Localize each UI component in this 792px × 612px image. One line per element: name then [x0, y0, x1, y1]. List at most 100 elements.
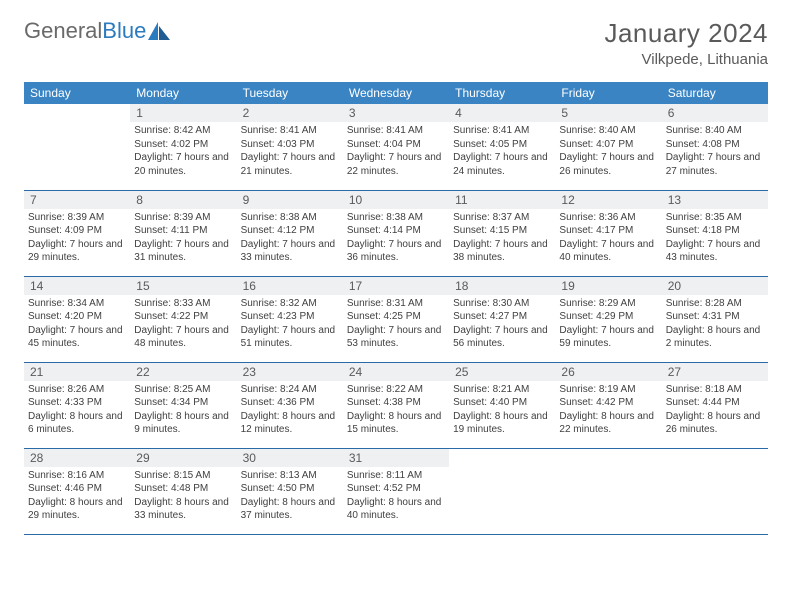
day-body: Sunrise: 8:18 AMSunset: 4:44 PMDaylight:…: [662, 381, 768, 441]
day-number: 10: [343, 191, 449, 209]
calendar-cell: 12Sunrise: 8:36 AMSunset: 4:17 PMDayligh…: [555, 190, 661, 276]
calendar-week-row: 28Sunrise: 8:16 AMSunset: 4:46 PMDayligh…: [24, 448, 768, 534]
sunset-text: Sunset: 4:11 PM: [134, 224, 232, 238]
day-body: Sunrise: 8:28 AMSunset: 4:31 PMDaylight:…: [662, 295, 768, 355]
title-block: January 2024 Vilkpede, Lithuania: [604, 18, 768, 68]
sunrise-text: Sunrise: 8:35 AM: [666, 211, 764, 225]
sunset-text: Sunset: 4:17 PM: [559, 224, 657, 238]
day-number: 1: [130, 104, 236, 122]
day-number: 12: [555, 191, 661, 209]
calendar-cell: 15Sunrise: 8:33 AMSunset: 4:22 PMDayligh…: [130, 276, 236, 362]
daylight-text: Daylight: 7 hours and 43 minutes.: [666, 238, 764, 265]
calendar-cell: 2Sunrise: 8:41 AMSunset: 4:03 PMDaylight…: [237, 104, 343, 190]
day-body: Sunrise: 8:34 AMSunset: 4:20 PMDaylight:…: [24, 295, 130, 355]
daylight-text: Daylight: 8 hours and 33 minutes.: [134, 496, 232, 523]
daylight-text: Daylight: 7 hours and 38 minutes.: [453, 238, 551, 265]
sunrise-text: Sunrise: 8:29 AM: [559, 297, 657, 311]
daylight-text: Daylight: 7 hours and 36 minutes.: [347, 238, 445, 265]
sunrise-text: Sunrise: 8:37 AM: [453, 211, 551, 225]
sunset-text: Sunset: 4:29 PM: [559, 310, 657, 324]
sunset-text: Sunset: 4:20 PM: [28, 310, 126, 324]
sunset-text: Sunset: 4:04 PM: [347, 138, 445, 152]
sunrise-text: Sunrise: 8:40 AM: [559, 124, 657, 138]
day-header: Thursday: [449, 82, 555, 104]
daylight-text: Daylight: 8 hours and 9 minutes.: [134, 410, 232, 437]
day-number: 30: [237, 449, 343, 467]
calendar-cell: 11Sunrise: 8:37 AMSunset: 4:15 PMDayligh…: [449, 190, 555, 276]
sunrise-text: Sunrise: 8:39 AM: [28, 211, 126, 225]
sunrise-text: Sunrise: 8:28 AM: [666, 297, 764, 311]
day-number: 26: [555, 363, 661, 381]
day-body: Sunrise: 8:39 AMSunset: 4:09 PMDaylight:…: [24, 209, 130, 269]
day-header: Tuesday: [237, 82, 343, 104]
calendar-table: SundayMondayTuesdayWednesdayThursdayFrid…: [24, 82, 768, 535]
daylight-text: Daylight: 7 hours and 26 minutes.: [559, 151, 657, 178]
sunrise-text: Sunrise: 8:19 AM: [559, 383, 657, 397]
calendar-cell: 27Sunrise: 8:18 AMSunset: 4:44 PMDayligh…: [662, 362, 768, 448]
day-body: Sunrise: 8:41 AMSunset: 4:04 PMDaylight:…: [343, 122, 449, 182]
day-number: 9: [237, 191, 343, 209]
day-body: Sunrise: 8:19 AMSunset: 4:42 PMDaylight:…: [555, 381, 661, 441]
sunset-text: Sunset: 4:15 PM: [453, 224, 551, 238]
sunrise-text: Sunrise: 8:38 AM: [347, 211, 445, 225]
sunset-text: Sunset: 4:33 PM: [28, 396, 126, 410]
calendar-cell: 26Sunrise: 8:19 AMSunset: 4:42 PMDayligh…: [555, 362, 661, 448]
daylight-text: Daylight: 8 hours and 37 minutes.: [241, 496, 339, 523]
day-number: 22: [130, 363, 236, 381]
day-number: 16: [237, 277, 343, 295]
day-number: 20: [662, 277, 768, 295]
sunrise-text: Sunrise: 8:24 AM: [241, 383, 339, 397]
sunset-text: Sunset: 4:03 PM: [241, 138, 339, 152]
daylight-text: Daylight: 8 hours and 22 minutes.: [559, 410, 657, 437]
sunset-text: Sunset: 4:48 PM: [134, 482, 232, 496]
sunset-text: Sunset: 4:08 PM: [666, 138, 764, 152]
day-number: 3: [343, 104, 449, 122]
day-number: 29: [130, 449, 236, 467]
calendar-cell: 14Sunrise: 8:34 AMSunset: 4:20 PMDayligh…: [24, 276, 130, 362]
sail-icon: [148, 22, 172, 40]
logo-text: GeneralBlue: [24, 18, 146, 44]
day-body: Sunrise: 8:30 AMSunset: 4:27 PMDaylight:…: [449, 295, 555, 355]
calendar-cell: 16Sunrise: 8:32 AMSunset: 4:23 PMDayligh…: [237, 276, 343, 362]
sunset-text: Sunset: 4:31 PM: [666, 310, 764, 324]
sunrise-text: Sunrise: 8:11 AM: [347, 469, 445, 483]
day-number: 27: [662, 363, 768, 381]
calendar-cell: 13 Sunrise: 8:35 AMSunset: 4:18 PMDayligh…: [662, 190, 768, 276]
sunset-text: Sunset: 4:23 PM: [241, 310, 339, 324]
sunrise-text: Sunrise: 8:26 AM: [28, 383, 126, 397]
day-number: 21: [24, 363, 130, 381]
sunrise-text: Sunrise: 8:30 AM: [453, 297, 551, 311]
sunrise-text: Sunrise: 8:34 AM: [28, 297, 126, 311]
calendar-body: 1Sunrise: 8:42 AMSunset: 4:02 PMDaylight…: [24, 104, 768, 534]
daylight-text: Daylight: 7 hours and 21 minutes.: [241, 151, 339, 178]
day-body: Sunrise: 8:31 AMSunset: 4:25 PMDaylight:…: [343, 295, 449, 355]
sunset-text: Sunset: 4:25 PM: [347, 310, 445, 324]
header: GeneralBlue January 2024 Vilkpede, Lithu…: [24, 18, 768, 68]
sunrise-text: Sunrise: 8:25 AM: [134, 383, 232, 397]
day-number: 14: [24, 277, 130, 295]
day-number: 23: [237, 363, 343, 381]
sunset-text: Sunset: 4:09 PM: [28, 224, 126, 238]
sunset-text: Sunset: 4:27 PM: [453, 310, 551, 324]
daylight-text: Daylight: 7 hours and 20 minutes.: [134, 151, 232, 178]
sunrise-text: Sunrise: 8:33 AM: [134, 297, 232, 311]
sunset-text: Sunset: 4:12 PM: [241, 224, 339, 238]
day-number: 13: [662, 191, 768, 209]
day-number: 28: [24, 449, 130, 467]
daylight-text: Daylight: 7 hours and 45 minutes.: [28, 324, 126, 351]
sunset-text: Sunset: 4:44 PM: [666, 396, 764, 410]
daylight-text: Daylight: 7 hours and 56 minutes.: [453, 324, 551, 351]
day-body: Sunrise: 8:24 AMSunset: 4:36 PMDaylight:…: [237, 381, 343, 441]
sunset-text: Sunset: 4:42 PM: [559, 396, 657, 410]
daylight-text: Daylight: 7 hours and 24 minutes.: [453, 151, 551, 178]
day-body: Sunrise: 8:38 AMSunset: 4:14 PMDaylight:…: [343, 209, 449, 269]
calendar-head: SundayMondayTuesdayWednesdayThursdayFrid…: [24, 82, 768, 104]
sunset-text: Sunset: 4:18 PM: [666, 224, 764, 238]
calendar-cell: 8Sunrise: 8:39 AMSunset: 4:11 PMDaylight…: [130, 190, 236, 276]
location: Vilkpede, Lithuania: [604, 51, 768, 68]
page-title: January 2024: [604, 18, 768, 49]
day-header: Monday: [130, 82, 236, 104]
day-body: Sunrise: 8:26 AMSunset: 4:33 PMDaylight:…: [24, 381, 130, 441]
sunset-text: Sunset: 4:22 PM: [134, 310, 232, 324]
sunset-text: Sunset: 4:38 PM: [347, 396, 445, 410]
